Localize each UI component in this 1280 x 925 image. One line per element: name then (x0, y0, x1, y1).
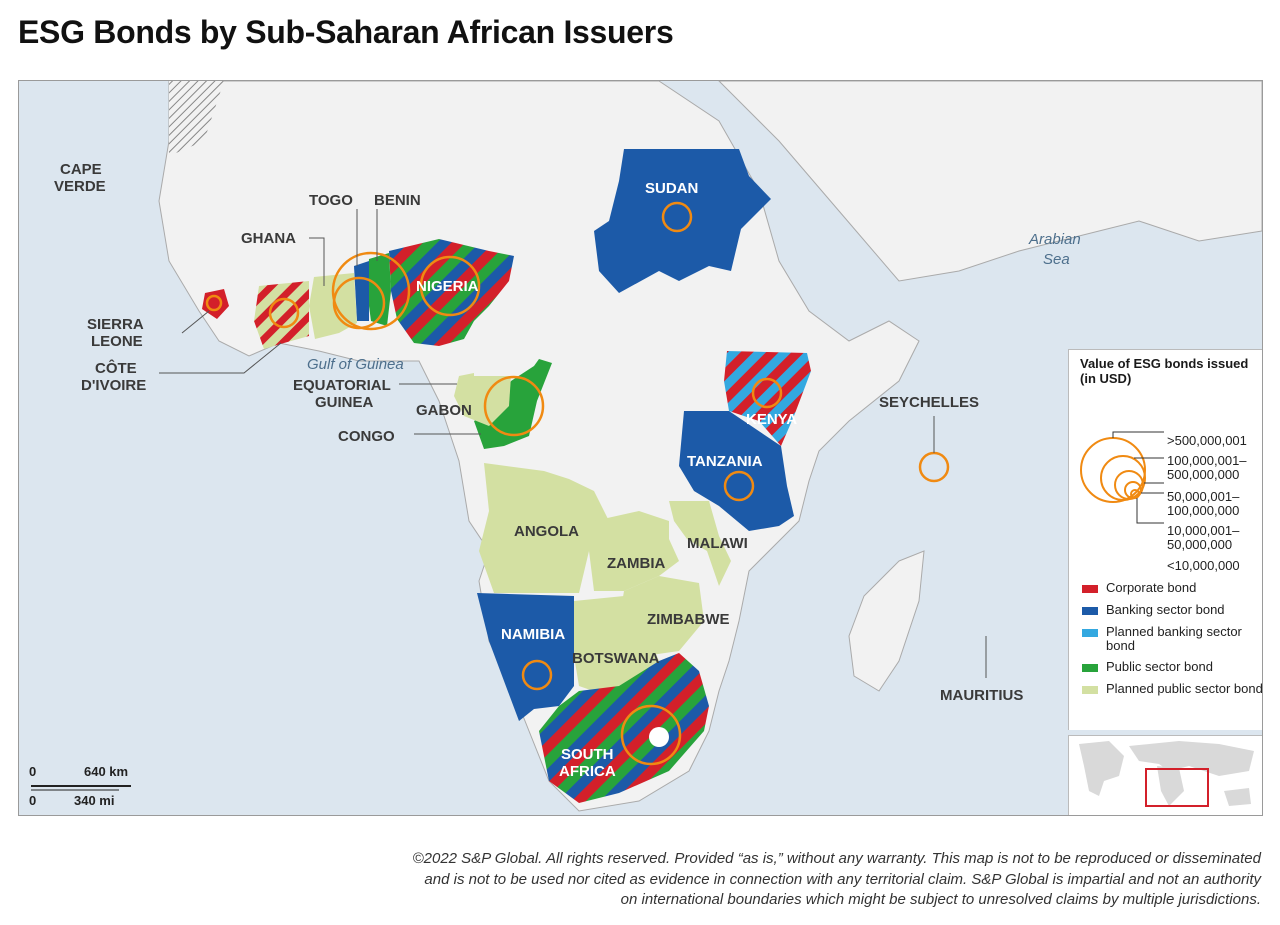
label-gabon: GABON (416, 402, 472, 419)
circle-sudan (661, 201, 693, 233)
legend-item-planned-public: Planned public sector bond (1082, 682, 1262, 696)
label-sierra-leone-1: SIERRA (87, 316, 144, 333)
circle-seychelles (918, 451, 950, 483)
disputed-area (169, 81, 224, 156)
legend-size-3a: 50,000,001– (1167, 489, 1240, 504)
map-frame: CAPE VERDE TOGO BENIN GHANA NIGERIA SIER… (18, 80, 1263, 816)
label-cote-divoire-2: D'IVOIRE (81, 377, 146, 394)
circle-kenya (751, 377, 783, 409)
legend-size-circles (1080, 431, 1164, 524)
swatch-corporate (1082, 585, 1098, 593)
country-malawi (669, 501, 731, 586)
label-malawi: MALAWI (687, 535, 748, 552)
circle-cote-divoire (268, 297, 300, 329)
legend-size-3b: 100,000,000 (1167, 503, 1240, 518)
label-seychelles: SEYCHELLES (879, 394, 979, 411)
country-botswana (574, 596, 659, 693)
country-namibia (477, 593, 574, 721)
country-angola (479, 463, 609, 593)
inset-highlight (1145, 768, 1209, 807)
swatch-banking (1082, 607, 1098, 615)
label-zambia: ZAMBIA (607, 555, 665, 572)
legend-size-4a: 10,000,001– (1167, 523, 1240, 538)
legend-size-1: >500,000,001 (1167, 433, 1247, 448)
legend-item-banking: Banking sector bond (1082, 603, 1262, 617)
label-ghana: GHANA (241, 230, 296, 247)
country-cote-divoire (254, 281, 309, 349)
label-gulf-of-guinea: Gulf of Guinea (307, 356, 404, 373)
legend-title: Value of ESG bonds issued (in USD) (1080, 356, 1249, 386)
legend-size-4b: 50,000,000 (1167, 537, 1233, 552)
arabia-landmass (718, 81, 1262, 282)
label-sierra-leone-2: LEONE (91, 333, 143, 350)
footer-line-3: on international boundaries which might … (620, 891, 1261, 908)
leader-lines (159, 209, 987, 678)
label-cape-verde-2: VERDE (54, 178, 106, 195)
label-zimbabwe: ZIMBABWE (647, 611, 730, 628)
label-namibia: NAMIBIA (501, 626, 565, 643)
scale-mi-zero: 0 (29, 793, 37, 808)
label-benin: BENIN (374, 192, 421, 209)
label-arabian-sea-2: Sea (1043, 251, 1070, 268)
swatch-planned-banking (1082, 629, 1098, 637)
circle-nigeria (419, 255, 481, 317)
legend-size-5: <10,000,000 (1167, 558, 1240, 573)
label-nigeria: NIGERIA (416, 278, 479, 295)
country-eq-guinea (459, 373, 474, 386)
country-zambia (589, 511, 679, 591)
swatch-planned-public (1082, 686, 1098, 694)
circle-sierra-leone (205, 294, 223, 312)
footer-line-2: and is not to be used nor cited as evide… (424, 870, 1261, 888)
label-mauritius: MAURITIUS (940, 687, 1023, 704)
country-togo (354, 261, 369, 321)
circle-congo (483, 375, 545, 437)
legend-size-2b: 500,000,000 (1167, 467, 1240, 482)
scale-km-zero: 0 (29, 764, 37, 779)
swatch-public (1082, 664, 1098, 672)
label-cape-verde-1: CAPE (60, 161, 102, 178)
label-togo: TOGO (309, 192, 353, 209)
label-sudan: SUDAN (645, 180, 698, 197)
label-south-africa-1: SOUTH (561, 746, 614, 763)
circle-togo (332, 276, 386, 330)
country-kenya (724, 351, 811, 446)
copyright-footer: ©2022 S&P Global. All rights reserved. P… (281, 849, 1261, 911)
circle-south-africa (620, 704, 682, 766)
scale-mi-value: 340 mi (74, 793, 115, 808)
label-eq-guinea-2: GUINEA (315, 394, 374, 411)
label-arabian-sea-1: Arabian (1028, 231, 1081, 248)
map-legend: Value of ESG bonds issued (in USD) >500,… (1068, 349, 1262, 730)
circle-benin (331, 251, 411, 331)
label-tanzania: TANZANIA (687, 453, 763, 470)
label-kenya: KENYA (746, 411, 797, 428)
label-eq-guinea-1: EQUATORIAL (293, 377, 391, 394)
scale-km-value: 640 km (84, 764, 129, 779)
label-botswana: BOTSWANA (572, 650, 660, 667)
country-sudan (594, 149, 771, 293)
legend-item-public: Public sector bond (1082, 660, 1262, 674)
circle-namibia (521, 659, 553, 691)
world-inset-map (1068, 735, 1262, 815)
legend-item-planned-banking: Planned banking sector bond (1082, 625, 1262, 653)
footer-line-1: ©2022 S&P Global. All rights reserved. P… (412, 850, 1261, 867)
circle-tanzania (723, 470, 755, 502)
label-angola: ANGOLA (514, 523, 579, 540)
legend-item-corporate: Corporate bond (1082, 581, 1262, 595)
map-title: ESG Bonds by Sub-Saharan African Issuers (18, 14, 674, 50)
scale-bar: 0 640 km 0 340 mi (29, 764, 169, 814)
legend-size-2a: 100,000,001– (1167, 453, 1247, 468)
country-nigeria (389, 239, 514, 346)
label-south-africa-2: AFRICA (559, 763, 616, 780)
africa-map: CAPE VERDE TOGO BENIN GHANA NIGERIA SIER… (54, 81, 1262, 812)
label-congo: CONGO (338, 428, 395, 445)
label-cote-divoire-1: CÔTE (95, 359, 137, 377)
country-gabon (454, 376, 511, 426)
lesotho (649, 727, 669, 747)
madagascar (848, 550, 925, 692)
